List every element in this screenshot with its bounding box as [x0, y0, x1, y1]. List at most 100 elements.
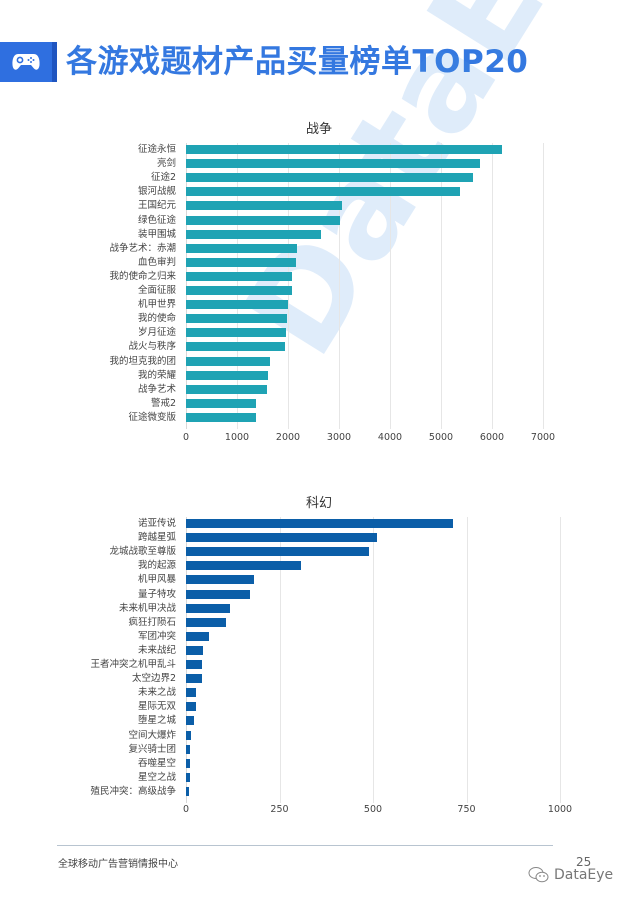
- bar: [186, 145, 503, 154]
- bar: [186, 271, 293, 281]
- bar: [186, 617, 227, 627]
- category-label: 王者冲突之机甲乱斗: [90, 659, 176, 670]
- bar: [186, 370, 269, 380]
- category-label: 我的荣耀: [137, 369, 176, 381]
- wechat-icon: [528, 867, 549, 883]
- category-label: 我的起源: [137, 560, 176, 572]
- gridline: [560, 517, 561, 803]
- x-tick-label: 500: [363, 804, 383, 815]
- category-label: 军团冲突: [137, 630, 176, 642]
- title-icon-box: [0, 42, 57, 82]
- category-label: 战争艺术：赤潮: [109, 242, 176, 254]
- bar: [186, 660, 203, 669]
- bar: [186, 412, 256, 422]
- footer-text: 全球移动广告营销情报中心: [58, 859, 178, 870]
- category-label: 战争艺术: [137, 383, 176, 395]
- gridline: [390, 143, 391, 429]
- bar: [186, 561, 301, 571]
- category-label: 空间大爆炸: [128, 729, 176, 741]
- plot-area: 征途永恒 亮剑 征途2 银河战舰 王国纪元 绿色征途 装甲围城 战争艺术：赤潮 血色审判 我的使命…: [109, 143, 544, 429]
- bar: [186, 631, 209, 641]
- brand-name: DataEye: [554, 867, 614, 883]
- category-label: 太空边界2: [131, 673, 176, 685]
- category-label: 殖民冲突：高级战争: [90, 785, 176, 797]
- bar: [186, 772, 191, 782]
- x-tick-label: 5000: [428, 432, 454, 443]
- bar: [186, 603, 231, 613]
- bar: [186, 243, 298, 253]
- gridline: [543, 143, 544, 429]
- x-tick-label: 6000: [479, 432, 505, 443]
- bar: [186, 173, 474, 183]
- category-label: 我的使命: [137, 313, 176, 325]
- category-label: 星际无双: [137, 701, 176, 713]
- gamepad-icon: [12, 54, 40, 70]
- brand: DataEye: [528, 866, 613, 884]
- category-label: 复兴骑士团: [128, 743, 176, 755]
- category-label: 未来战纪: [137, 644, 176, 656]
- gridline: [466, 517, 468, 803]
- category-label: 量子特攻: [137, 588, 176, 600]
- x-tick-label: 4000: [377, 432, 403, 443]
- bar: [186, 533, 377, 543]
- bar: [186, 215, 341, 225]
- bar: [186, 342, 285, 352]
- category-label: 王国纪元: [137, 200, 176, 212]
- bar: [186, 159, 480, 169]
- gridline: [279, 517, 281, 803]
- category-label: 警戒2: [150, 397, 176, 409]
- category-label: 星空之战: [137, 771, 176, 783]
- category-label: 征途微变版: [128, 411, 176, 423]
- category-label: 银河战舰: [137, 186, 176, 198]
- category-label: 未来之战: [137, 687, 176, 699]
- gridline: [441, 143, 442, 429]
- bar: [186, 702, 196, 712]
- x-tick-label: 0: [182, 804, 190, 815]
- footer-divider: [57, 845, 553, 846]
- bar: [186, 229, 322, 239]
- x-tick-label: 250: [270, 804, 289, 815]
- bar: [186, 519, 454, 528]
- bar: [186, 187, 460, 197]
- bar: [186, 730, 192, 740]
- category-label: 吞噬星空: [137, 757, 176, 769]
- category-label: 全面征服: [137, 285, 176, 296]
- bar: [186, 716, 195, 726]
- category-label: 龙城战歌至尊版: [109, 546, 176, 558]
- bar: [186, 547, 369, 557]
- page-number: 25: [576, 855, 592, 869]
- bar: [186, 398, 256, 408]
- category-label: 诺亚传说: [137, 518, 176, 529]
- bar: [186, 758, 191, 768]
- x-tick-label: 3000: [326, 432, 352, 443]
- category-label: 征途2: [150, 172, 176, 184]
- x-tick-label: 7000: [530, 432, 556, 443]
- x-tick-label: 1000: [224, 432, 250, 443]
- category-label: 机甲世界: [137, 299, 176, 311]
- category-label: 绿色征途: [137, 214, 176, 226]
- bar: [186, 201, 343, 211]
- bar: [186, 744, 191, 754]
- category-label: 亮剑: [156, 158, 176, 170]
- category-label: 我的坦克我的团: [109, 355, 176, 367]
- bar: [186, 384, 268, 394]
- bar: [186, 688, 197, 698]
- x-tick-label: 1000: [547, 804, 573, 815]
- category-label: 堕星之城: [137, 715, 176, 727]
- x-tick-label: 2000: [275, 432, 301, 443]
- bar: [186, 286, 293, 295]
- x-tick-label: 750: [457, 804, 476, 815]
- gridline: [492, 143, 493, 429]
- chart-title: 战争: [305, 122, 332, 137]
- category-label: 战火与秩序: [128, 341, 176, 353]
- chart-title: 科幻: [305, 496, 332, 511]
- category-label: 血色审判: [137, 256, 176, 268]
- bar: [186, 328, 287, 338]
- category-label: 机甲风暴: [137, 574, 176, 586]
- bar: [186, 575, 255, 585]
- bar: [186, 356, 271, 366]
- gridline: [373, 517, 374, 803]
- page-title: 各游戏题材产品买量榜单TOP20: [66, 44, 529, 80]
- category-label: 未来机甲决战: [118, 602, 176, 614]
- bar: [186, 300, 288, 310]
